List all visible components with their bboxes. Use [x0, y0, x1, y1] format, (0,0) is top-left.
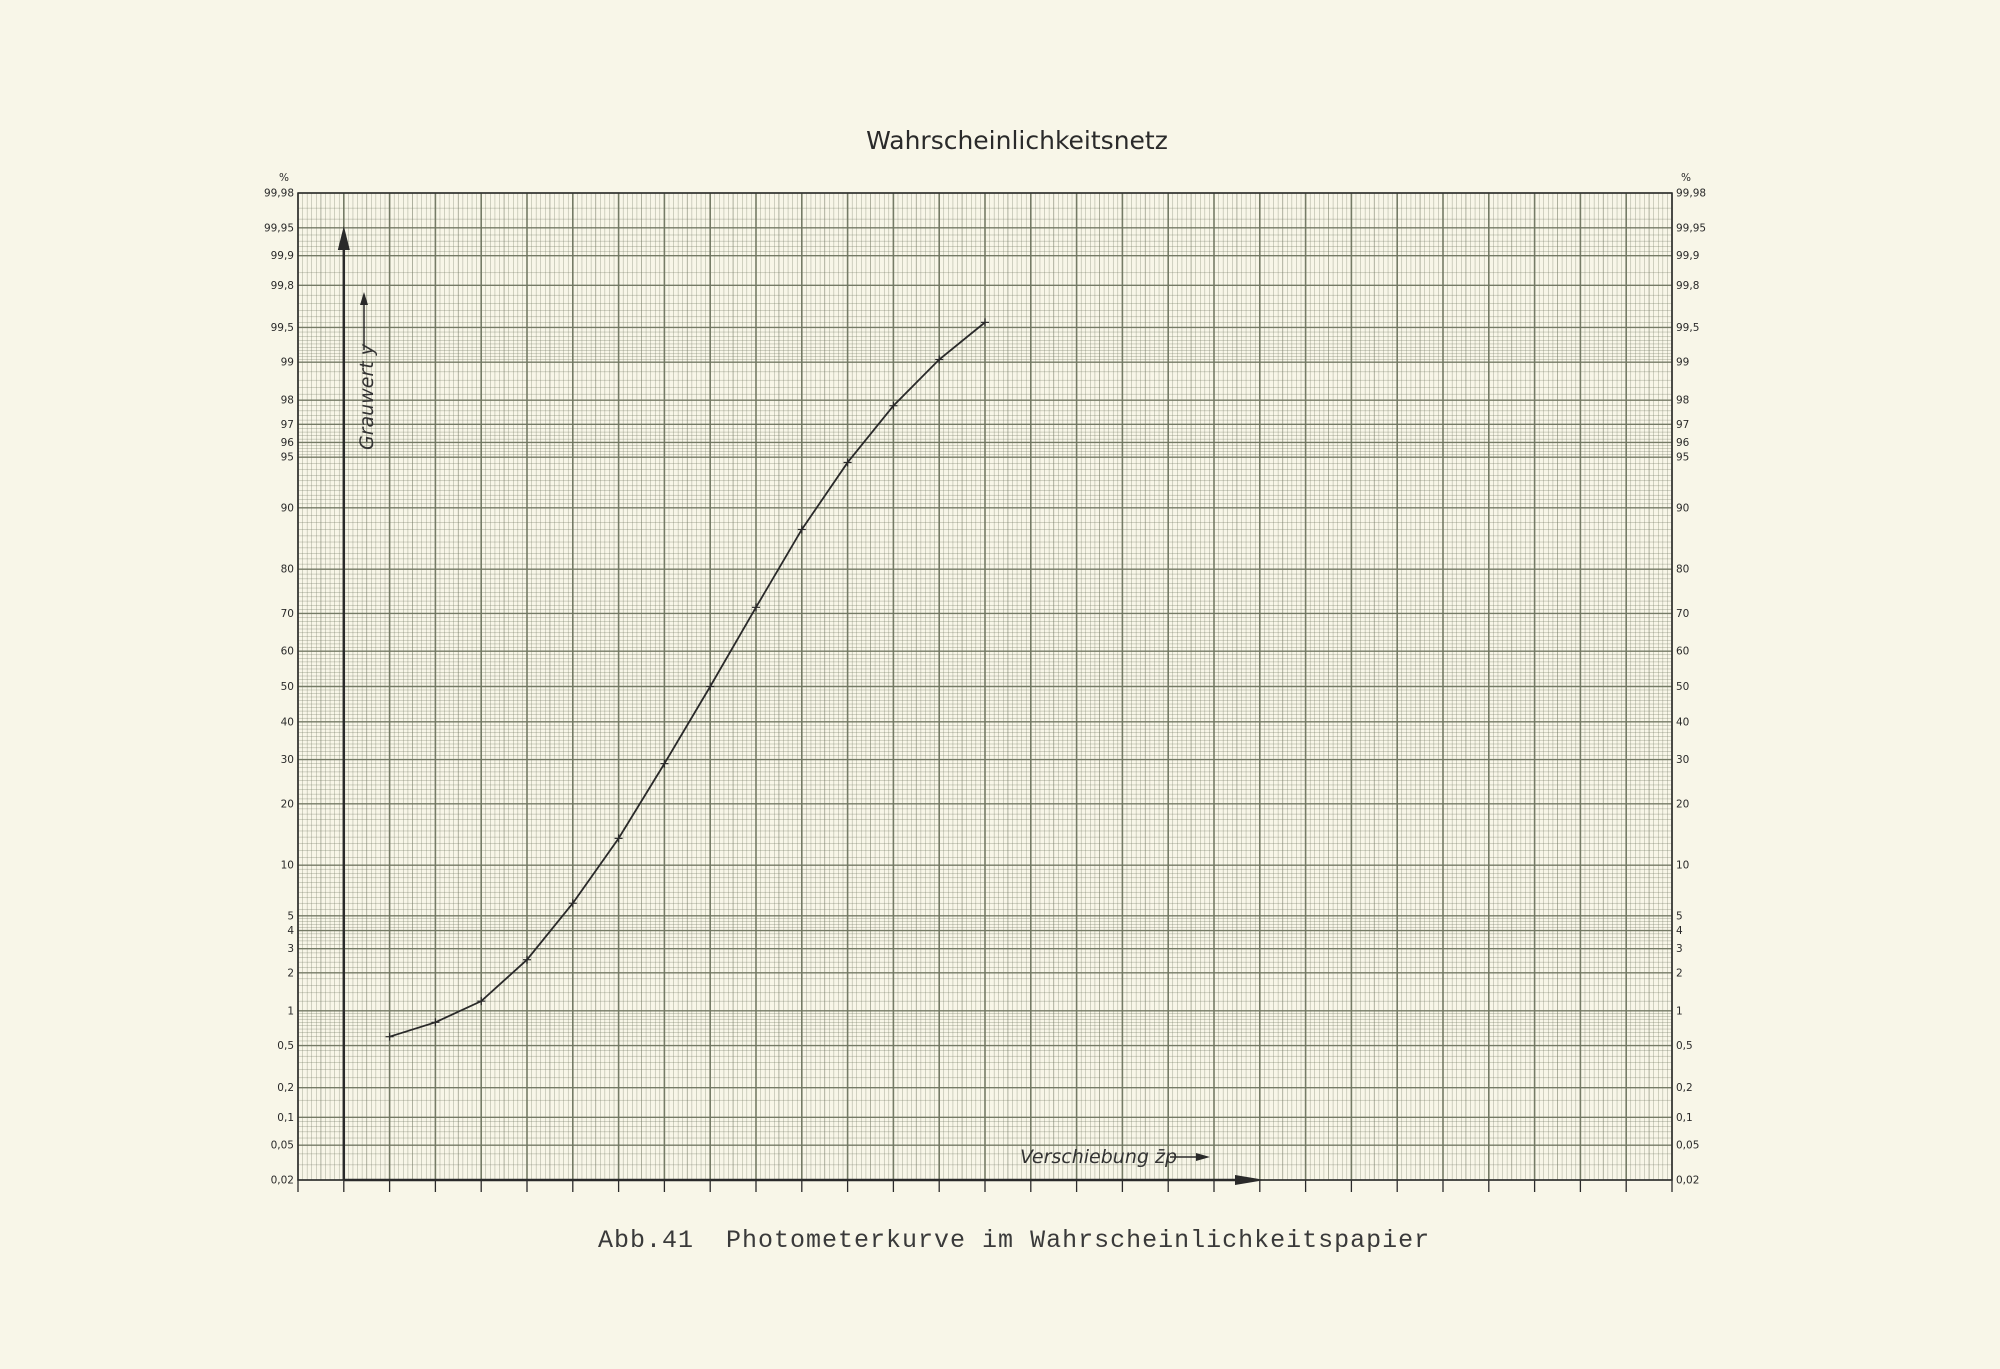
y-tick-label-right: 99,98 — [1676, 188, 1706, 200]
y-tick-label-right: 0,02 — [1676, 1175, 1699, 1187]
y-tick-label-left: 2 — [287, 967, 294, 979]
data-series — [385, 318, 989, 1041]
x-axis-arrow-icon — [1235, 1175, 1265, 1185]
y-tick-label-right: 1 — [1676, 1005, 1683, 1017]
y-tick-label-right: 99,5 — [1676, 322, 1699, 334]
y-tick-label-left: 70 — [281, 608, 294, 620]
y-tick-label-right: 0,05 — [1676, 1140, 1699, 1152]
y-tick-label-right: 4 — [1676, 925, 1683, 937]
y-tick-label-right: 0,1 — [1676, 1112, 1693, 1124]
y-tick-label-left: 97 — [281, 419, 294, 431]
y-tick-label-left: 99 — [281, 357, 294, 369]
y-tick-label-left: 96 — [281, 437, 295, 449]
y-tick-label-left: 99,5 — [271, 322, 294, 334]
y-axis-label: Grauwert y — [356, 343, 378, 450]
y-tick-label-left: 0,05 — [271, 1140, 294, 1152]
y-tick-label-right: 40 — [1676, 716, 1689, 728]
y-tick-label-left: 40 — [281, 716, 294, 728]
y-tick-label-left: 20 — [281, 798, 294, 810]
y-tick-label-right: 99,9 — [1676, 250, 1699, 262]
data-point-cross — [706, 682, 715, 691]
data-point-cross — [752, 603, 760, 612]
data-point-cross — [935, 355, 944, 364]
axes — [337, 226, 1265, 1185]
y-tick-label-left: 5 — [287, 910, 294, 922]
data-point-cross — [431, 1018, 440, 1027]
y-tick-label-right: 99,95 — [1676, 222, 1706, 234]
data-point-cross — [385, 1032, 394, 1041]
x-axis-label: Verschiebung z̄p — [1020, 1146, 1177, 1168]
data-point-cross — [614, 834, 623, 843]
y-tick-label-right: 80 — [1676, 564, 1689, 576]
y-tick-label-left: 99,95 — [264, 222, 294, 234]
y-tick-label-right: 50 — [1676, 681, 1689, 693]
y-tick-label-left: 80 — [281, 564, 294, 576]
tick-labels: 99,98 99,98 99,95 99,95 99,9 99,9 99,8 99,8 99,5… — [264, 172, 1706, 1187]
y-tick-label-right: 60 — [1676, 646, 1689, 658]
y-unit-left: % — [279, 172, 289, 184]
y-tick-label-right: 5 — [1676, 910, 1683, 922]
data-point-cross — [477, 997, 486, 1006]
y-tick-label-right: 3 — [1676, 943, 1683, 955]
y-tick-label-left: 0,02 — [271, 1175, 294, 1187]
data-point-cross — [843, 458, 852, 467]
y-tick-label-left: 99,9 — [271, 250, 294, 262]
y-tick-label-right: 98 — [1676, 395, 1689, 407]
y-tick-label-left: 99,8 — [271, 280, 294, 292]
y-tick-label-right: 10 — [1676, 860, 1689, 872]
y-tick-label-left: 90 — [281, 502, 294, 514]
figure-caption: Abb.41 Photometerkurve im Wahrscheinlich… — [598, 1226, 1431, 1255]
y-tick-label-left: 95 — [281, 452, 294, 464]
y-tick-label-right: 0,5 — [1676, 1040, 1693, 1052]
grid — [297, 192, 1673, 1192]
chart-title: Wahrscheinlichkeitsnetz — [866, 126, 1168, 155]
y-tick-label-left: 98 — [281, 395, 294, 407]
y-unit-right: % — [1681, 172, 1691, 184]
y-tick-label-left: 30 — [281, 754, 294, 766]
data-point-cross — [660, 759, 669, 768]
y-tick-label-right: 20 — [1676, 798, 1689, 810]
x-label-arrow-icon — [1196, 1153, 1210, 1161]
y-tick-label-right: 90 — [1676, 502, 1689, 514]
y-tick-label-left: 10 — [281, 860, 294, 872]
y-tick-label-right: 95 — [1676, 452, 1689, 464]
y-tick-label-left: 0,1 — [277, 1112, 294, 1124]
y-tick-label-right: 0,2 — [1676, 1082, 1693, 1094]
y-tick-label-left: 1 — [287, 1005, 294, 1017]
y-tick-label-right: 30 — [1676, 754, 1689, 766]
data-point-cross — [797, 525, 806, 534]
y-label-arrow-icon — [360, 292, 368, 305]
y-tick-label-left: 3 — [287, 943, 294, 955]
data-point-cross — [568, 899, 577, 908]
y-tick-label-left: 4 — [287, 925, 294, 937]
y-tick-label-left: 0,5 — [277, 1040, 294, 1052]
y-tick-label-right: 99 — [1676, 357, 1689, 369]
y-tick-label-right: 99,8 — [1676, 280, 1699, 292]
series-line — [389, 321, 986, 1038]
y-tick-label-left: 50 — [281, 681, 294, 693]
data-point-cross — [889, 401, 898, 410]
y-tick-label-left: 60 — [281, 646, 294, 658]
y-axis-arrow-icon — [337, 226, 350, 250]
y-tick-label-right: 97 — [1676, 419, 1689, 431]
y-tick-label-right: 96 — [1676, 437, 1690, 449]
y-tick-label-left: 99,98 — [264, 188, 294, 200]
y-tick-label-right: 70 — [1676, 608, 1689, 620]
y-tick-label-right: 2 — [1676, 967, 1683, 979]
data-point-cross — [523, 955, 531, 964]
y-tick-label-left: 0,2 — [277, 1082, 294, 1094]
data-point-cross — [981, 318, 989, 327]
